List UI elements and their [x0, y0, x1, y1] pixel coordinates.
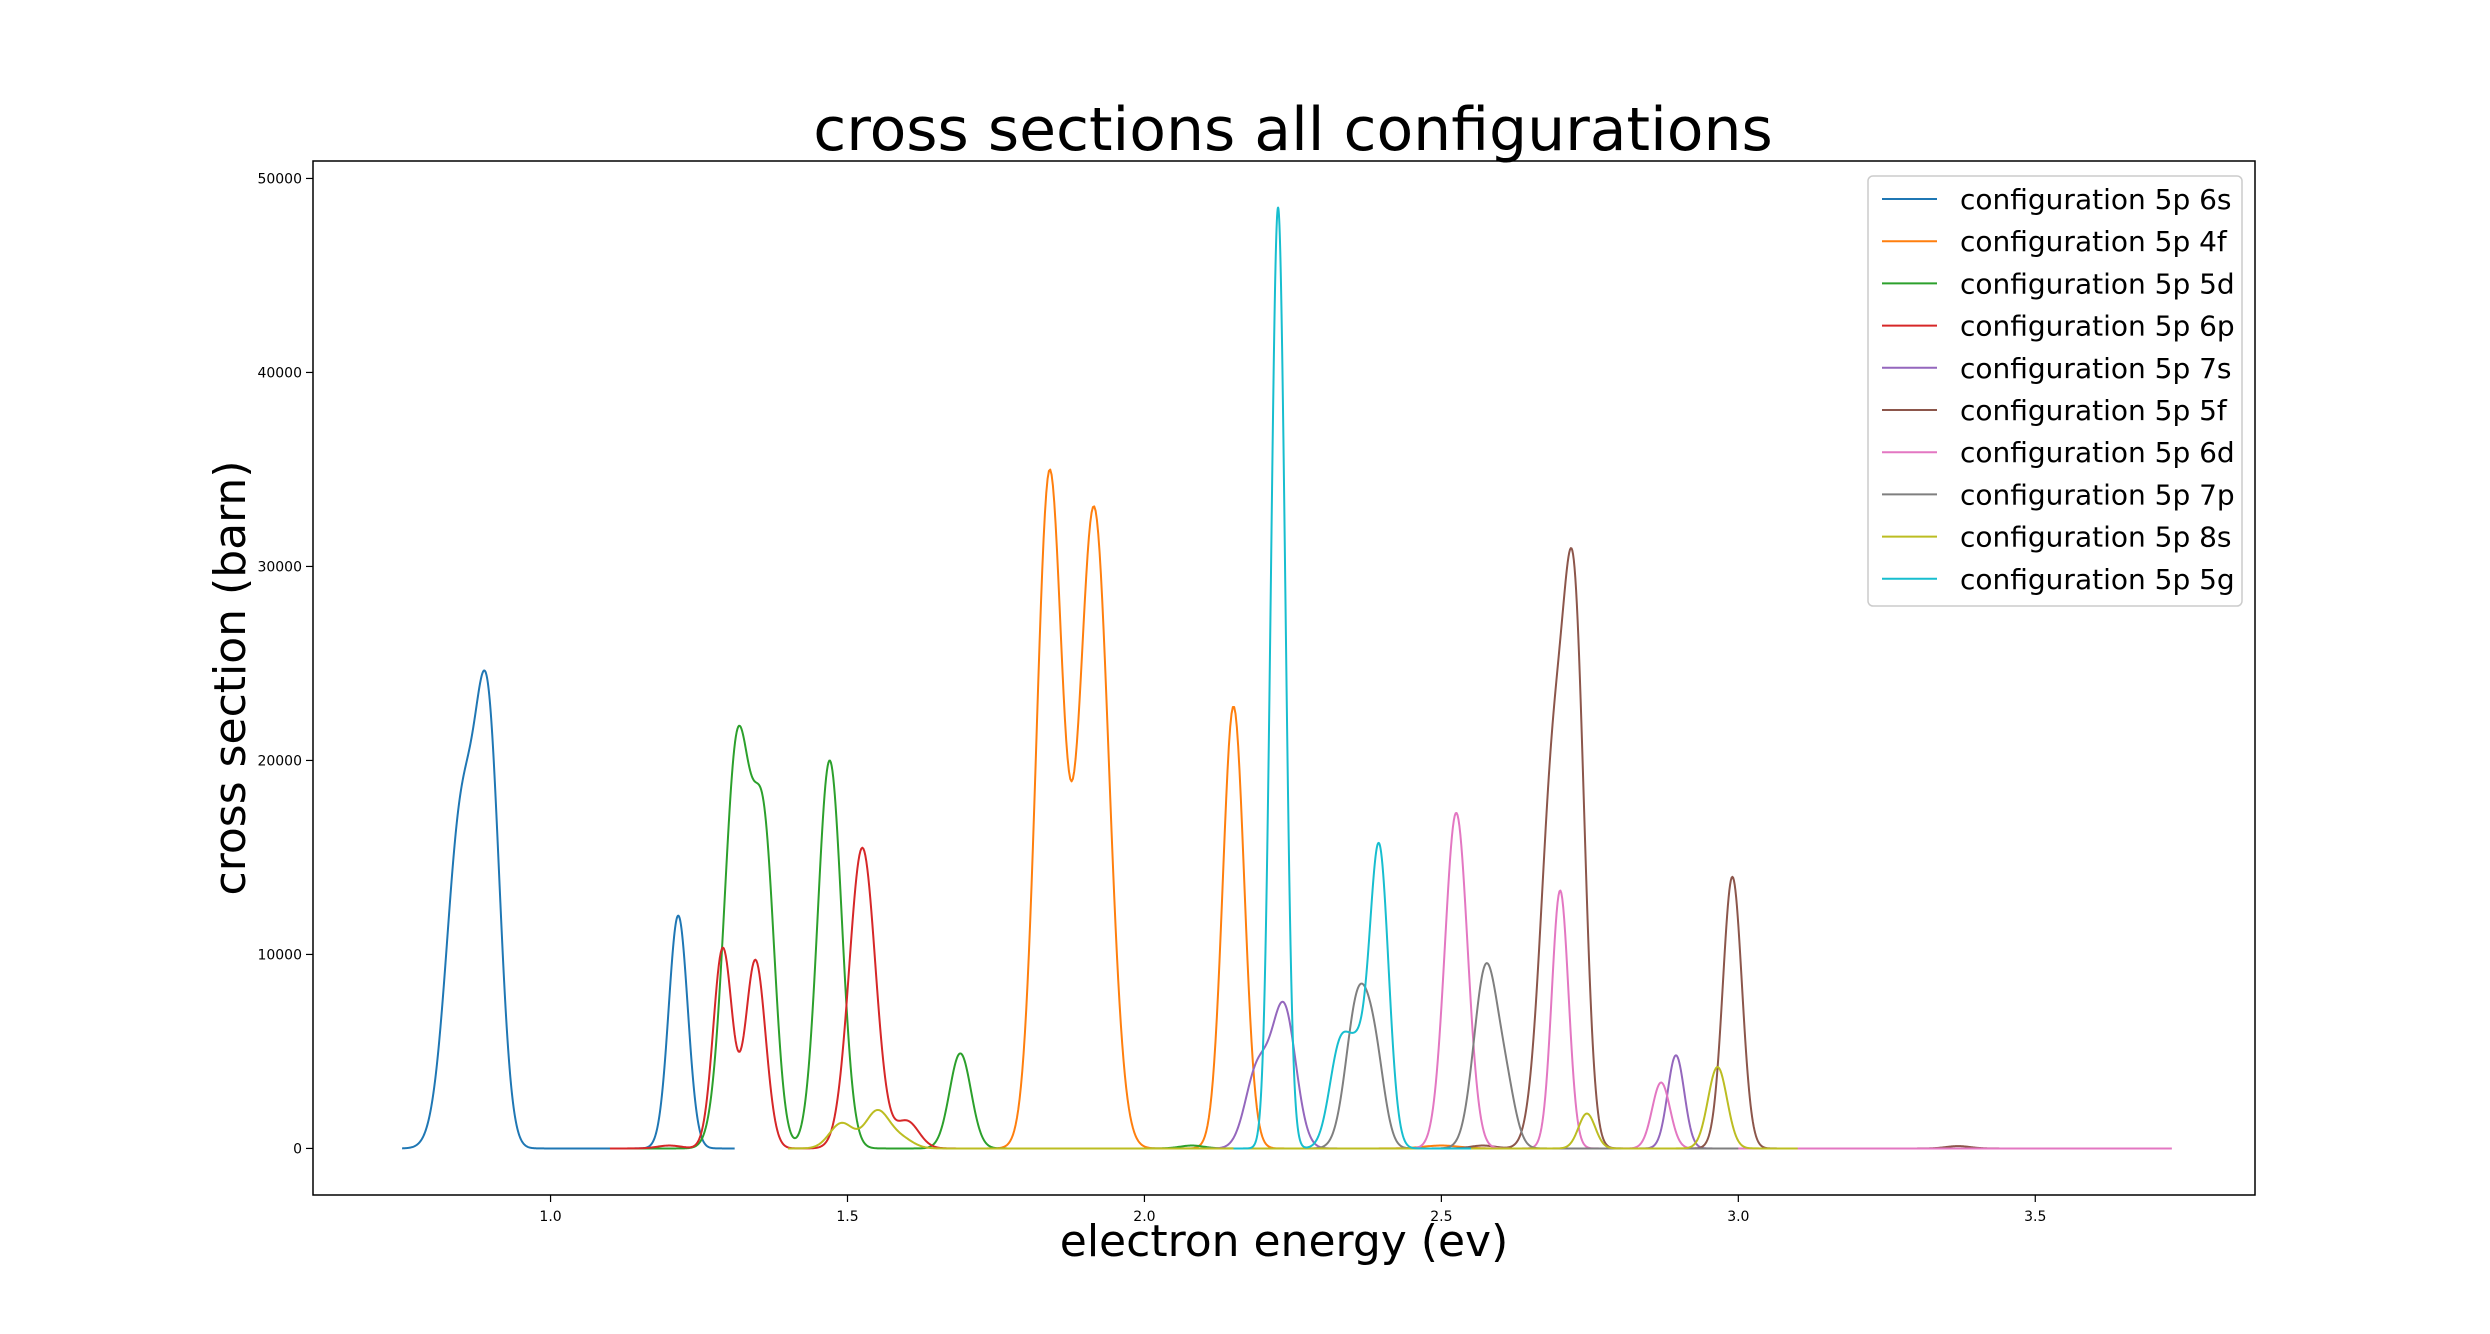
legend-label: configuration 5p 7s	[1960, 352, 2232, 385]
y-tick-label: 30000	[257, 559, 302, 575]
x-tick-label: 1.0	[539, 1209, 561, 1225]
y-tick-label: 0	[293, 1141, 302, 1157]
plot-area	[312, 160, 2256, 1196]
y-tick-label: 50000	[257, 171, 302, 187]
legend-label: configuration 5p 5f	[1960, 394, 2228, 427]
legend: configuration 5p 6s configuration 5p 4f co…	[1867, 175, 2243, 607]
series-lines	[401, 206, 2172, 1150]
y-tick-label: 10000	[257, 947, 302, 963]
series-line-9	[788, 1066, 1798, 1150]
y-axis: 0 10000 20000 30000 40000 50000	[257, 171, 313, 1157]
legend-box	[1867, 175, 2243, 607]
legend-label: configuration 5p 4f	[1960, 225, 2228, 258]
x-tick-label: 2.0	[1133, 1209, 1155, 1225]
y-axis-label: cross section (barn)	[205, 461, 256, 896]
x-tick-label: 3.0	[1727, 1209, 1749, 1225]
legend-label: configuration 5p 8s	[1960, 521, 2232, 554]
series-line-1	[401, 669, 736, 1150]
legend-label: configuration 5p 7p	[1960, 478, 2235, 511]
series-line-10	[1232, 206, 1472, 1150]
x-tick-label: 3.5	[2024, 1209, 2046, 1225]
legend-label: configuration 5p 6d	[1960, 436, 2235, 469]
x-axis-label: electron energy (ev)	[1060, 1216, 1508, 1267]
legend-label: configuration 5p 6s	[1960, 183, 2232, 216]
legend-label: configuration 5p 6p	[1960, 310, 2235, 343]
series-line-3	[609, 724, 1323, 1150]
chart-title: cross sections all configurations	[813, 95, 1773, 165]
plot-frame	[312, 160, 2256, 1196]
x-axis: 1.0 1.5 2.0 2.5 3.0 3.5	[539, 1195, 2046, 1225]
legend-label: configuration 5p 5g	[1960, 563, 2235, 596]
legend-label: configuration 5p 5d	[1960, 267, 2235, 300]
y-tick-label: 40000	[257, 365, 302, 381]
x-tick-label: 1.5	[836, 1209, 858, 1225]
x-tick-label: 2.5	[1430, 1209, 1452, 1225]
y-tick-label: 20000	[257, 753, 302, 769]
